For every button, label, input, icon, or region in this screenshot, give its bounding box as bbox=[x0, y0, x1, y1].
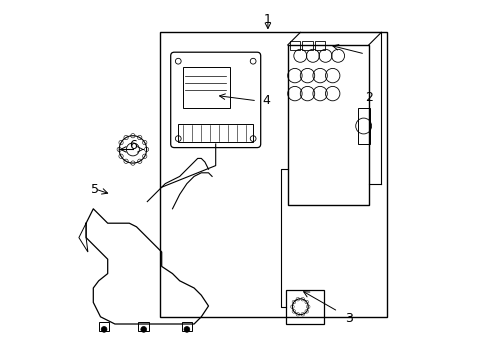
Bar bbox=[357, 108, 369, 144]
Circle shape bbox=[141, 327, 146, 332]
Bar bbox=[285, 290, 323, 324]
Bar bbox=[289, 41, 300, 50]
Bar bbox=[181, 322, 192, 331]
Bar bbox=[160, 32, 386, 317]
Text: 4: 4 bbox=[262, 94, 269, 107]
Bar bbox=[302, 41, 312, 50]
Text: 1: 1 bbox=[264, 13, 271, 26]
Bar bbox=[314, 41, 325, 50]
Bar bbox=[287, 45, 368, 205]
Bar bbox=[99, 322, 109, 331]
Bar bbox=[178, 124, 253, 142]
Bar bbox=[138, 322, 149, 331]
Text: 3: 3 bbox=[344, 312, 352, 325]
Text: 5: 5 bbox=[91, 183, 99, 195]
Bar bbox=[182, 67, 230, 108]
Text: 2: 2 bbox=[364, 91, 372, 104]
Circle shape bbox=[183, 327, 189, 332]
Text: 6: 6 bbox=[129, 139, 137, 152]
Circle shape bbox=[101, 327, 107, 332]
